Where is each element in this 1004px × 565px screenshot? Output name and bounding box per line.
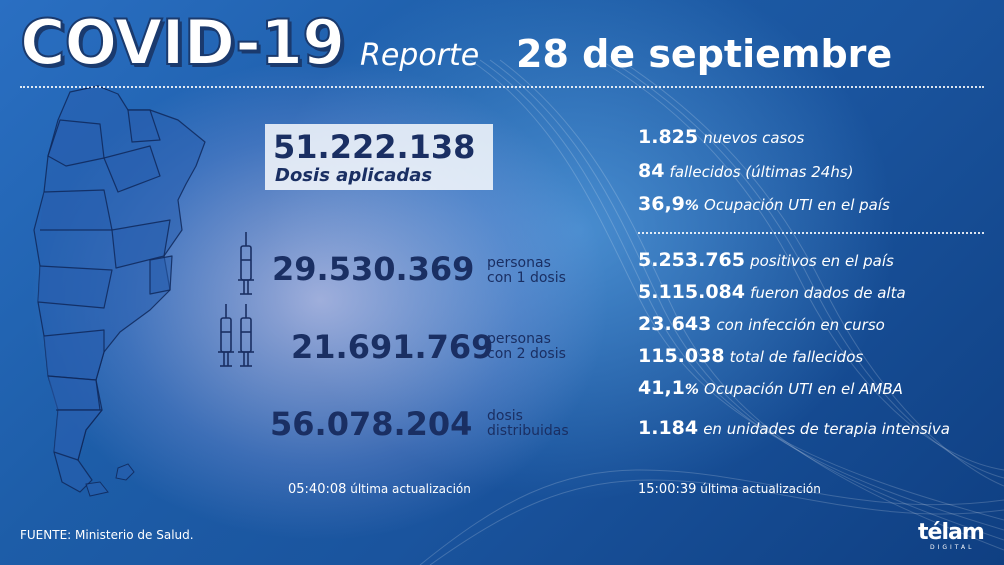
dosis-aplicadas-value: 51.222.138	[273, 128, 476, 166]
report-date: 28 de septiembre	[516, 32, 893, 76]
daily-stat: 84 fallecidos (últimas 24hs)	[638, 160, 854, 182]
distribuidas-label-line2: distribuidas	[487, 423, 569, 439]
syringe-icon	[218, 304, 234, 367]
total-stat-value: 5.115.084	[638, 281, 745, 303]
una-dosis-label-line2: con 1 dosis	[487, 270, 566, 286]
dosis-aplicadas-label: Dosis aplicadas	[275, 165, 433, 186]
stats-update-label: última actualización	[700, 482, 821, 496]
daily-stat-label: Ocupación UTI en el país	[704, 196, 890, 214]
daily-stat-unit: %	[684, 198, 699, 214]
daily-stat-value: 36,9	[638, 193, 685, 215]
una-dosis-label-line1: personas	[487, 255, 551, 271]
total-stat: 23.643 con infección en curso	[638, 313, 885, 335]
header-divider	[20, 86, 984, 88]
syringe-icon	[238, 232, 254, 295]
syringe-icon	[238, 304, 254, 367]
total-stat-label: en unidades de terapia intensiva	[703, 420, 950, 438]
argentina-map	[33, 85, 206, 497]
dosis-aplicadas-box	[265, 124, 493, 190]
dos-dosis-value: 21.691.769	[291, 328, 494, 366]
distribuidas-label-line1: dosis	[487, 408, 523, 424]
total-stat-value: 23.643	[638, 313, 712, 335]
total-stat: 1.184 en unidades de terapia intensiva	[638, 417, 950, 439]
daily-stat-value: 1.825	[638, 126, 699, 148]
total-stat: 5.115.084 fueron dados de alta	[638, 281, 906, 303]
telam-logo-sub: DIGITAL	[930, 544, 975, 551]
vaccination-update-label: última actualización	[350, 482, 471, 496]
vaccination-update-time: 05:40:08	[288, 482, 347, 497]
distribuidas-value: 56.078.204	[270, 405, 473, 443]
daily-stat-label: fallecidos (últimas 24hs)	[669, 163, 854, 181]
stats-update-time: 15:00:39	[638, 482, 697, 497]
total-stat-label: positivos en el país	[750, 252, 894, 270]
total-stat-value: 1.184	[638, 417, 699, 439]
page-title: COVID-19	[19, 5, 346, 80]
daily-stat: 1.825 nuevos casos	[638, 126, 804, 148]
report-label: Reporte	[360, 38, 480, 73]
total-stat-value: 5.253.765	[638, 249, 745, 271]
total-stat-label: total de fallecidos	[729, 348, 864, 366]
total-stat-label: con infección en curso	[716, 316, 885, 334]
daily-stat: 36,9% Ocupación UTI en el país	[638, 193, 890, 215]
stats-update: 15:00:39 última actualización	[638, 482, 821, 497]
daily-stat-value: 84	[638, 160, 665, 182]
daily-stat-label: nuevos casos	[703, 129, 805, 147]
total-stat-value: 115.038	[638, 345, 725, 367]
total-stat: 41,1% Ocupación UTI en el AMBA	[638, 377, 903, 399]
total-stat: 5.253.765 positivos en el país	[638, 249, 894, 271]
dos-dosis-label-line1: personas	[487, 331, 551, 347]
stats-divider	[638, 232, 984, 234]
total-stat-value: 41,1	[638, 377, 685, 399]
total-stat-label: fueron dados de alta	[750, 284, 906, 302]
total-stat-label: Ocupación UTI en el AMBA	[704, 380, 903, 398]
una-dosis-value: 29.530.369	[272, 250, 475, 288]
total-stat-unit: %	[684, 382, 699, 398]
total-stat: 115.038 total de fallecidos	[638, 345, 863, 367]
source-note: FUENTE: Ministerio de Salud.	[20, 528, 194, 542]
vaccination-update: 05:40:08 última actualización	[288, 482, 471, 497]
dos-dosis-label-line2: con 2 dosis	[487, 346, 566, 362]
telam-logo: télam	[918, 520, 985, 545]
